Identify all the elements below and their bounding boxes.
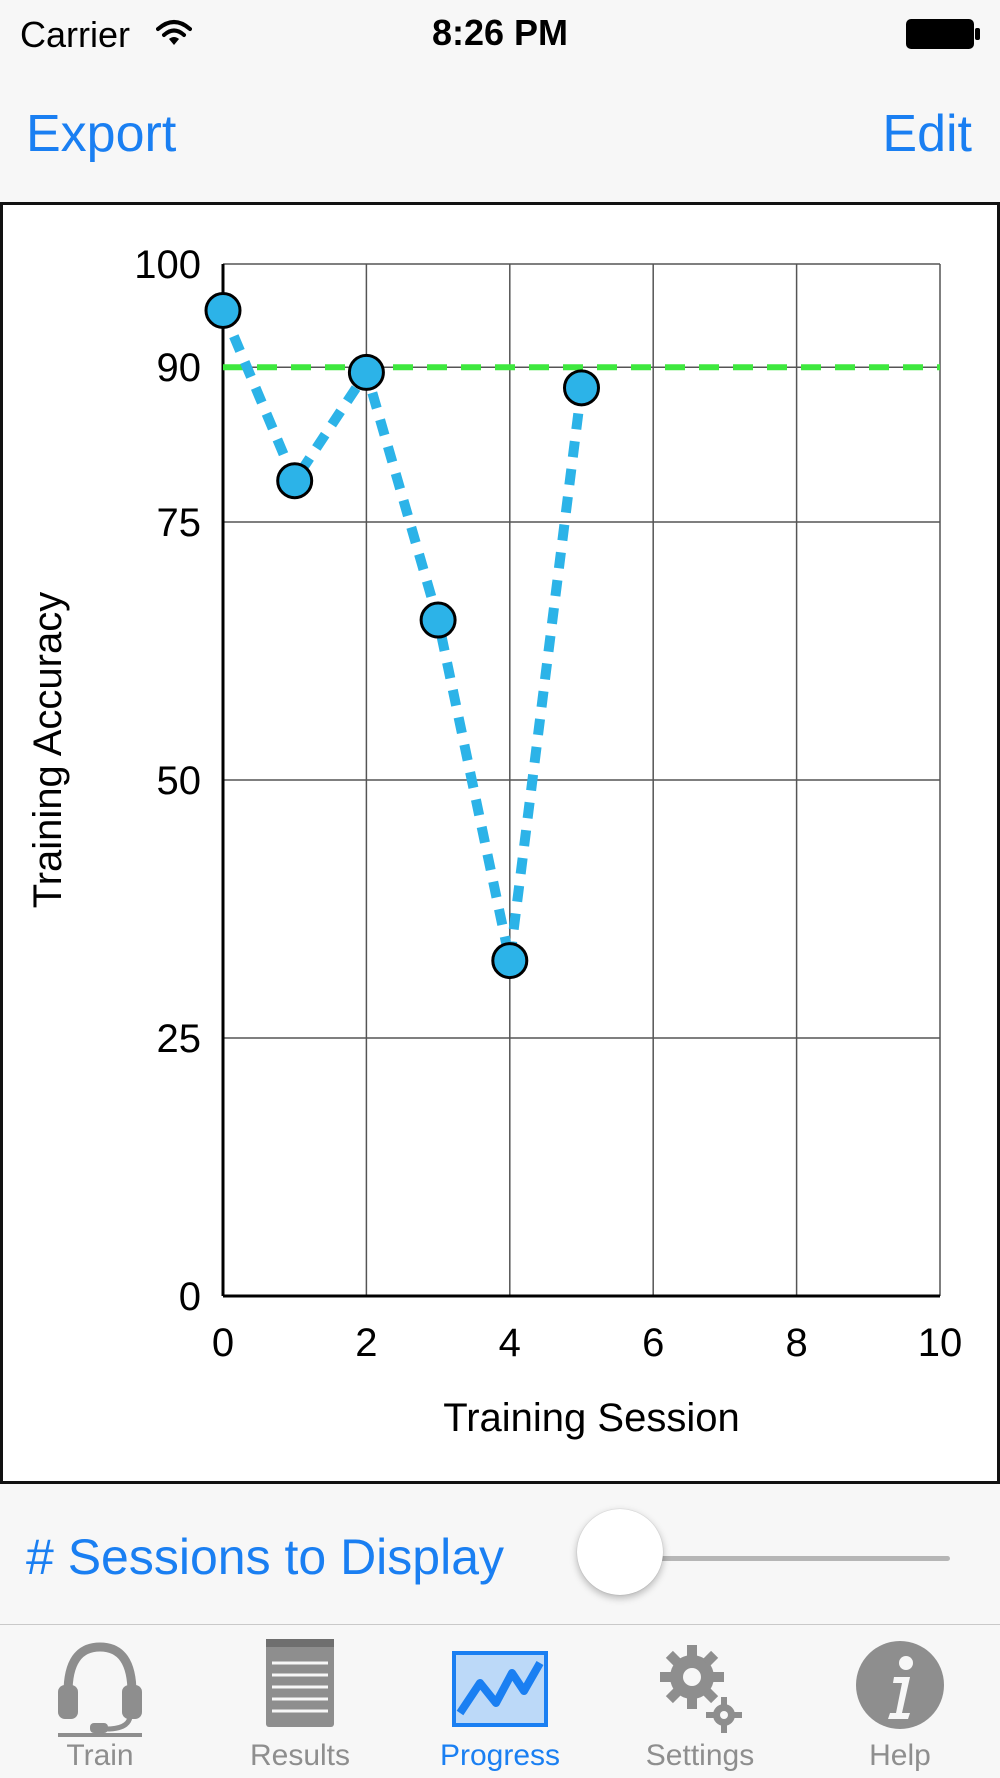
progress-chart-icon	[452, 1651, 548, 1727]
gear-icon	[660, 1645, 742, 1733]
tab-train[interactable]: Train	[0, 1625, 200, 1778]
edit-button[interactable]: Edit	[882, 105, 972, 163]
tab-settings[interactable]: Settings	[600, 1625, 800, 1778]
tab-label-help: Help	[869, 1739, 931, 1772]
tab-progress[interactable]: Progress	[400, 1625, 600, 1778]
tab-results[interactable]: Results	[200, 1625, 400, 1778]
tab-bar: Train Results Progress	[0, 1624, 1000, 1778]
sessions-slider-track[interactable]	[620, 1556, 950, 1561]
battery-icon	[906, 19, 980, 49]
export-button[interactable]: Export	[26, 105, 177, 163]
tab-help[interactable]: Help	[800, 1625, 1000, 1778]
info-icon	[856, 1641, 944, 1729]
sessions-slider-row: # Sessions to Display	[0, 1484, 1000, 1624]
y-axis-title: Training Accuracy	[26, 592, 70, 908]
tab-label-results: Results	[249, 1739, 351, 1772]
x-tick-label: 0	[212, 1321, 234, 1365]
y-tick-label: 25	[157, 1017, 202, 1061]
data-point	[563, 369, 600, 407]
data-point	[491, 942, 529, 980]
carrier-label: Carrier	[20, 14, 131, 55]
status-time: 8:26 PM	[431, 12, 569, 53]
y-tick-label: 90	[157, 346, 202, 390]
sessions-slider-thumb[interactable]	[577, 1509, 663, 1595]
wifi-icon	[156, 20, 192, 45]
y-tick-label: 0	[179, 1275, 201, 1319]
headset-icon	[58, 1642, 142, 1737]
x-axis-title: Training Session	[443, 1396, 739, 1440]
y-tick-label: 75	[157, 501, 202, 545]
x-tick-label: 8	[785, 1321, 807, 1365]
x-tick-label: 4	[499, 1321, 521, 1365]
notepad-icon	[266, 1639, 334, 1727]
x-tick-label: 6	[642, 1321, 664, 1365]
y-tick-label: 100	[134, 243, 201, 287]
data-point	[347, 353, 385, 391]
y-tick-label: 50	[157, 759, 202, 803]
navigation-bar: Export Edit	[0, 70, 1000, 202]
progress-chart: 0 2 4 6 8 10 0 25 50 75 90 100 Training Session Train…	[0, 202, 1000, 1484]
data-point	[276, 462, 314, 500]
x-tick-label: 2	[355, 1321, 377, 1365]
tab-label-progress: Progress	[439, 1739, 561, 1772]
status-bar: Carrier 8:26 PM	[0, 0, 1000, 70]
series-line	[218, 308, 587, 962]
data-point	[204, 291, 242, 329]
x-tick-label: 10	[918, 1321, 963, 1365]
tab-label-train: Train	[66, 1739, 134, 1772]
sessions-to-display-label: # Sessions to Display	[26, 1529, 505, 1585]
tab-label-settings: Settings	[645, 1739, 755, 1772]
data-point	[419, 601, 457, 639]
